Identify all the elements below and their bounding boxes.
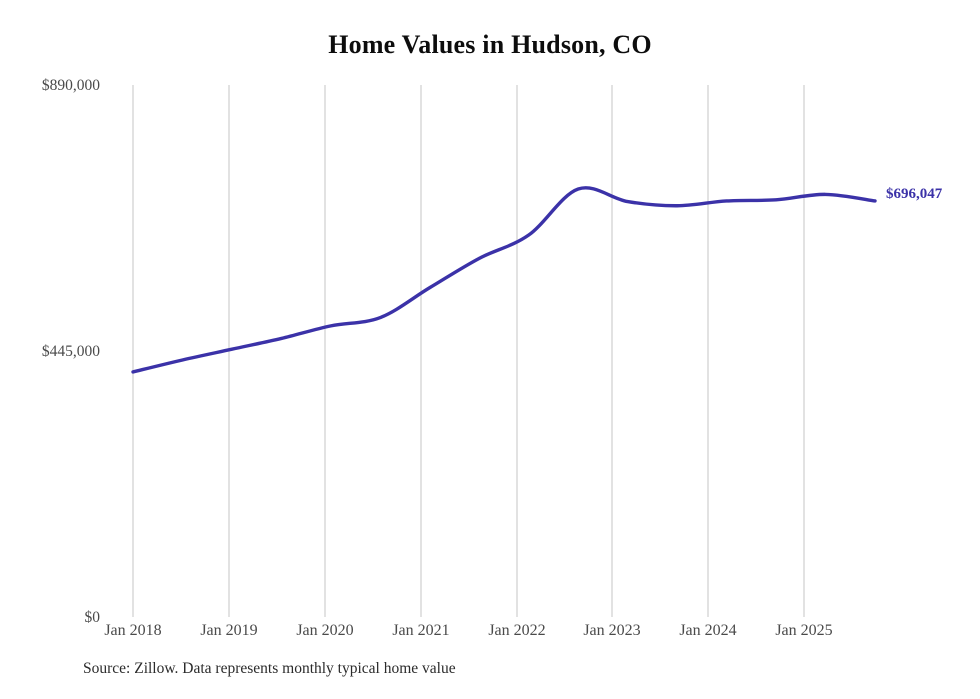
y-axis-tick-label-mid: $445,000	[41, 343, 100, 360]
end-value-label: $696,047	[886, 186, 943, 202]
x-axis-tick-label-jan-2024: Jan 2024	[679, 622, 737, 639]
y-axis-tick-label-bottom: $0	[84, 609, 101, 626]
page-title: Home Values in Hudson, CO	[328, 30, 652, 59]
x-axis-tick-label-jan-2025: Jan 2025	[775, 622, 833, 639]
x-axis-tick-label-jan-2021: Jan 2021	[392, 622, 450, 639]
gridlines	[132, 85, 805, 617]
x-axis-tick-label-jan-2022: Jan 2022	[488, 622, 546, 639]
x-axis-tick-label-jan-2023: Jan 2023	[583, 622, 641, 639]
source-annotation: Source: Zillow. Data represents monthly …	[83, 660, 456, 677]
x-axis-tick-label-jan-2018: Jan 2018	[104, 622, 162, 639]
y-axis-tick-label-top: $890,000	[41, 77, 100, 94]
x-axis-tick-label-jan-2020: Jan 2020	[296, 622, 354, 639]
x-axis-tick-label-jan-2019: Jan 2019	[200, 622, 258, 639]
value-line-series	[131, 186, 877, 374]
